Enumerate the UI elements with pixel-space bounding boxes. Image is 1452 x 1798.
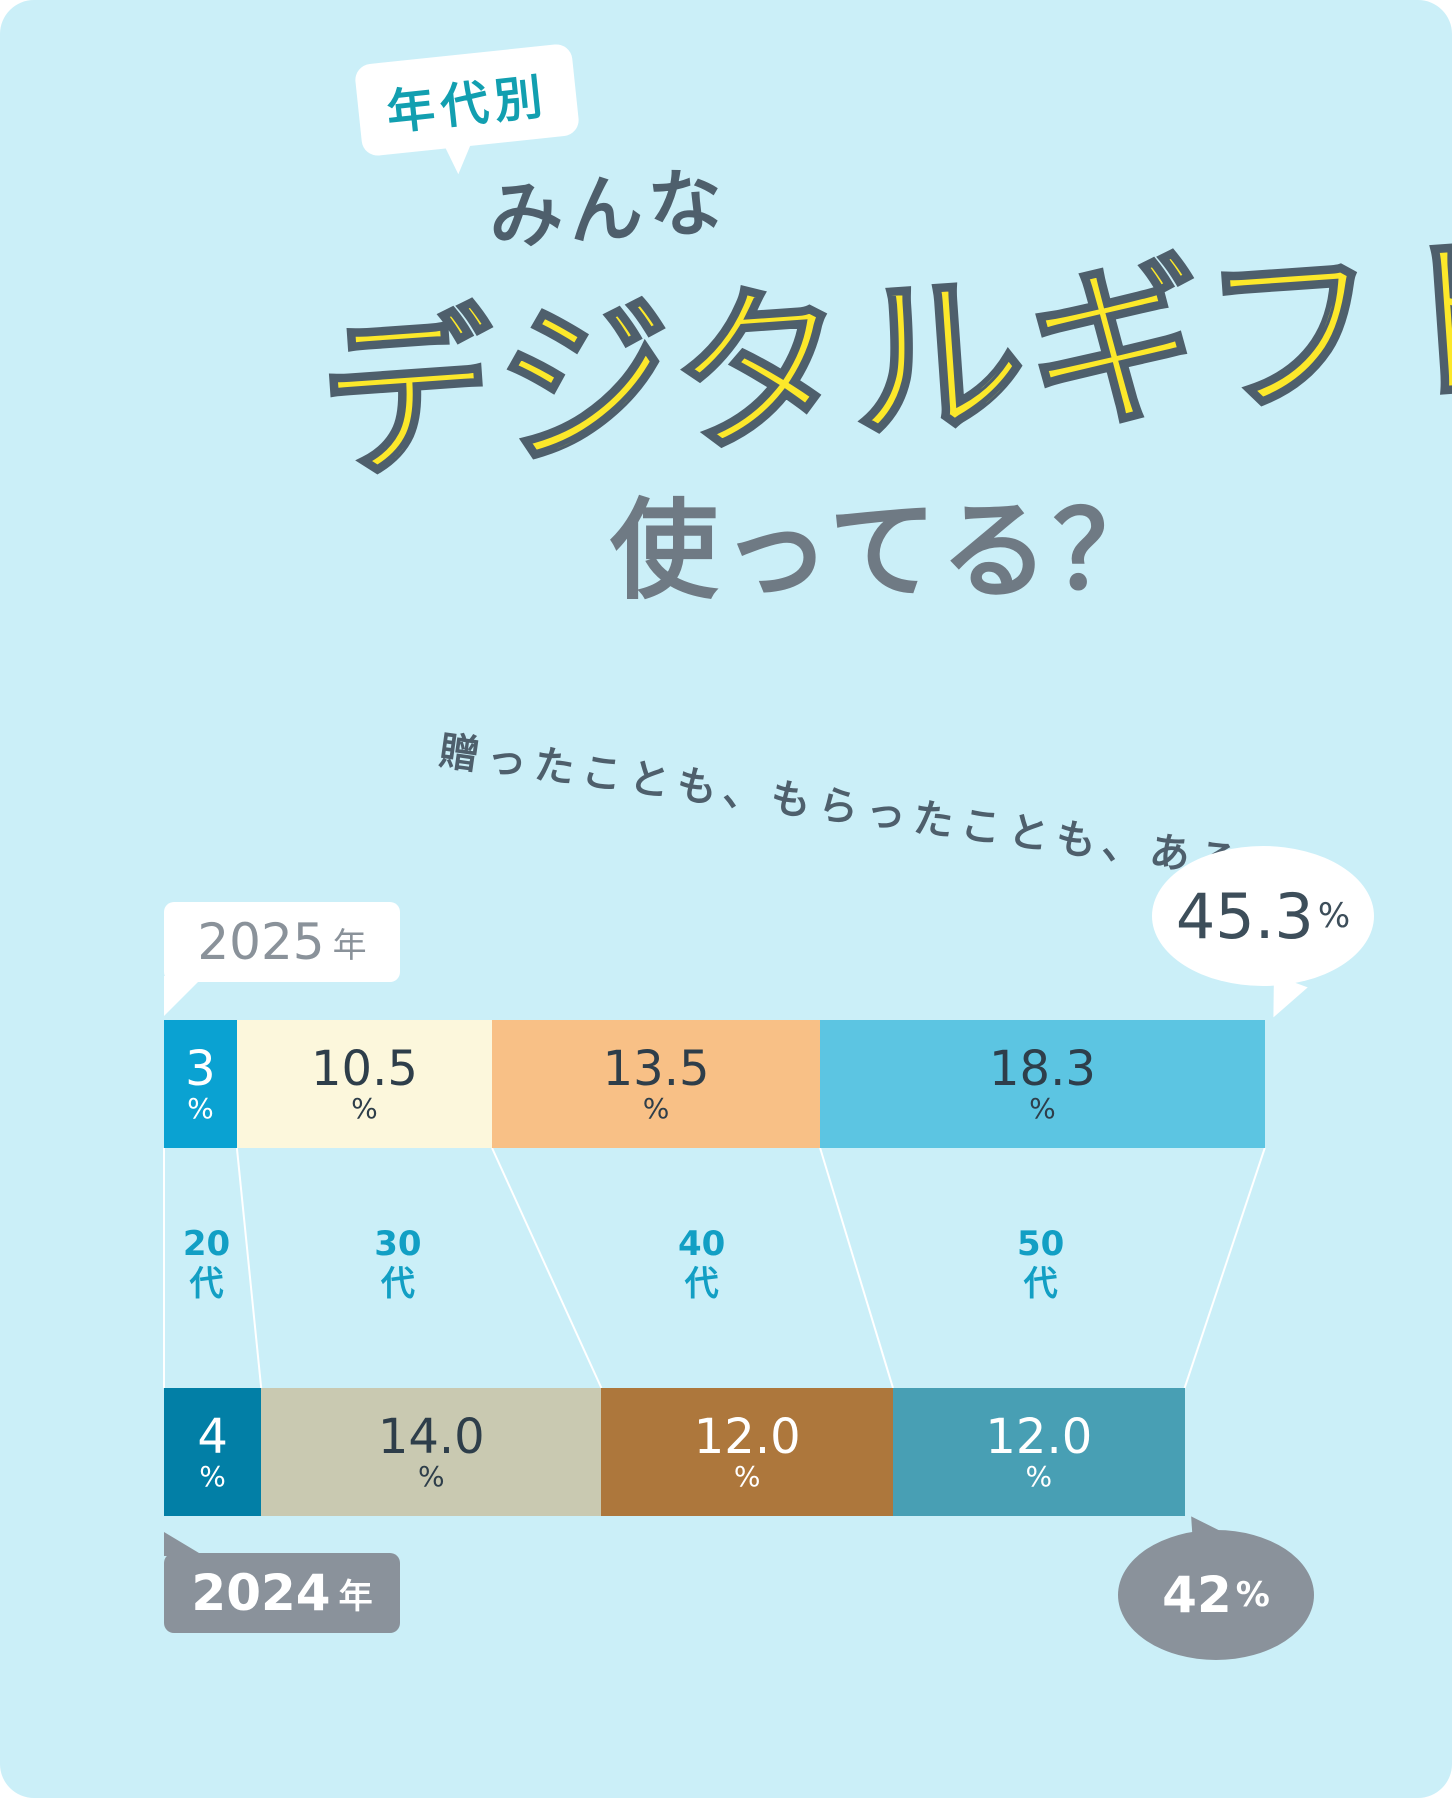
bar-2024-segment-1-value: 4 bbox=[197, 1409, 228, 1465]
year-2024-number: 2024 bbox=[191, 1564, 331, 1622]
bar-2024-segment-2: 14.0% bbox=[261, 1388, 602, 1516]
age-label-50: 50 代 bbox=[1001, 1224, 1081, 1304]
connector-line-1 bbox=[235, 1147, 263, 1389]
bar-2025-segment-1: 3% bbox=[164, 1020, 237, 1148]
bar-2025-segment-2-unit: % bbox=[351, 1092, 378, 1125]
connector-line-3 bbox=[819, 1147, 894, 1389]
connector-line-4 bbox=[1183, 1147, 1266, 1389]
age-label-30-number: 30 bbox=[374, 1224, 422, 1264]
age-label-40: 40 代 bbox=[662, 1224, 742, 1304]
total-2024-value: 42 bbox=[1162, 1566, 1232, 1624]
bar-2024-segment-4-value: 12.0 bbox=[985, 1409, 1093, 1465]
age-label-20-number: 20 bbox=[182, 1224, 231, 1264]
bar-2024-segment-1-unit: % bbox=[199, 1460, 226, 1493]
year-2025-tail bbox=[164, 976, 204, 1016]
connector-line-2 bbox=[491, 1147, 603, 1389]
age-label-20: 20 代 bbox=[167, 1224, 247, 1304]
age-label-30: 30 代 bbox=[358, 1224, 438, 1304]
age-label-40-unit: 代 bbox=[684, 1264, 719, 1304]
bar-2025-segment-4-unit: % bbox=[1029, 1092, 1056, 1125]
year-2025-number: 2025 bbox=[197, 913, 325, 971]
bar-2025-segment-4-value: 18.3 bbox=[989, 1041, 1096, 1097]
bar-2024-segment-3-value: 12.0 bbox=[693, 1409, 801, 1465]
bar-2024-segment-4: 12.0% bbox=[893, 1388, 1185, 1516]
total-2025-unit: % bbox=[1317, 896, 1351, 936]
bar-2024-segment-2-value: 14.0 bbox=[377, 1409, 485, 1465]
age-label-50-number: 50 bbox=[1016, 1224, 1065, 1264]
bar-2024-segment-3: 12.0% bbox=[601, 1388, 893, 1516]
bar-2025-segment-2-value: 10.5 bbox=[311, 1041, 418, 1097]
age-label-20-unit: 代 bbox=[189, 1264, 224, 1304]
bar-2025-segment-3: 13.5% bbox=[492, 1020, 821, 1148]
bar-2025-segment-2: 10.5% bbox=[236, 1020, 493, 1148]
total-2025-bubble: 45.3% bbox=[1152, 846, 1374, 986]
year-label-2024: 2024 年 bbox=[164, 1553, 400, 1633]
total-2025-value: 45.3 bbox=[1175, 879, 1314, 953]
bar-2025-segment-3-value: 13.5 bbox=[602, 1041, 710, 1097]
bar-2024-segment-4-unit: % bbox=[1025, 1460, 1053, 1493]
bar-2025-segment-1-value: 3 bbox=[185, 1041, 216, 1097]
year-label-2025: 2025 年 bbox=[164, 902, 400, 982]
total-2024-unit: % bbox=[1235, 1575, 1270, 1615]
total-2024-bubble: 42% bbox=[1118, 1530, 1314, 1660]
bar-2024-segment-3-unit: % bbox=[733, 1460, 761, 1493]
title-line-3: 使ってる？ bbox=[610, 489, 1165, 614]
year-2024-unit: 年 bbox=[338, 1576, 373, 1617]
bar-2025-segment-1-unit: % bbox=[187, 1092, 214, 1125]
age-label-30-unit: 代 bbox=[380, 1264, 415, 1304]
age-label-50-unit: 代 bbox=[1023, 1264, 1058, 1304]
bar-2025-segment-4: 18.3% bbox=[820, 1020, 1265, 1148]
bar-2025-segment-3-unit: % bbox=[642, 1092, 670, 1125]
age-label-40-number: 40 bbox=[677, 1224, 726, 1264]
bar-2024-segment-2-unit: % bbox=[417, 1460, 445, 1493]
bar-2024-segment-1: 4% bbox=[164, 1388, 262, 1516]
year-2024-tail bbox=[164, 1532, 204, 1556]
year-2025-unit: 年 bbox=[332, 925, 367, 966]
